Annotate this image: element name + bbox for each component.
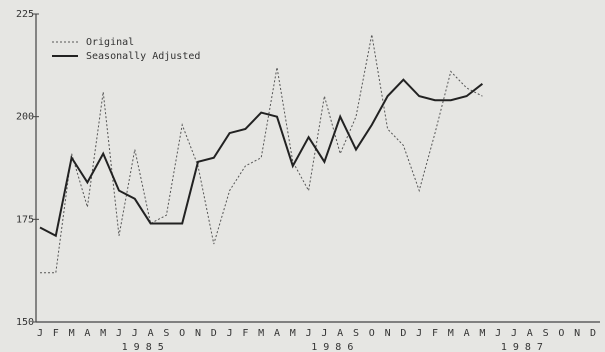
x-tick-label: N (574, 328, 580, 339)
x-tick-label: J (227, 328, 233, 339)
x-tick-label: M (479, 328, 485, 339)
x-tick-label: M (290, 328, 296, 339)
x-tick-label: M (100, 328, 106, 339)
y-tick-label: 200 (16, 112, 34, 123)
legend-label: Original (86, 37, 134, 48)
y-tick-label: 175 (16, 214, 34, 225)
x-tick-label: F (242, 328, 248, 339)
x-tick-label: J (306, 328, 312, 339)
x-tick-label: A (84, 328, 90, 339)
y-tick-label: 150 (16, 317, 34, 328)
x-tick-label: J (116, 328, 122, 339)
series-line (40, 34, 483, 274)
x-tick-label: O (179, 328, 185, 339)
year-label: 1 9 8 6 (311, 342, 353, 352)
x-tick-label: A (337, 328, 343, 339)
x-tick-label: M (448, 328, 454, 339)
x-tick-label: N (385, 328, 391, 339)
x-tick-label: D (590, 328, 596, 339)
x-tick-label: S (163, 328, 169, 339)
year-label: 1 9 8 5 (122, 342, 164, 352)
x-tick-label: A (274, 328, 280, 339)
x-tick-label: J (511, 328, 517, 339)
x-tick-label: J (495, 328, 501, 339)
x-tick-label: A (148, 328, 154, 339)
x-tick-label: J (321, 328, 327, 339)
x-tick-label: M (69, 328, 75, 339)
year-label: 1 9 8 7 (501, 342, 543, 352)
legend-label: Seasonally Adjusted (86, 51, 200, 62)
x-tick-label: J (37, 328, 43, 339)
x-tick-label: O (369, 328, 375, 339)
x-tick-label: M (258, 328, 264, 339)
series-line (39, 78, 484, 238)
x-tick-label: D (400, 328, 406, 339)
x-tick-label: J (416, 328, 422, 339)
x-tick-label: S (543, 328, 549, 339)
x-tick-label: O (558, 328, 564, 339)
x-tick-label: J (132, 328, 138, 339)
x-tick-label: F (432, 328, 438, 339)
x-tick-label: D (211, 328, 217, 339)
x-tick-label: A (527, 328, 533, 339)
x-tick-label: F (53, 328, 59, 339)
x-tick-label: S (353, 328, 359, 339)
x-tick-label: N (195, 328, 201, 339)
y-tick-label: 225 (16, 9, 34, 20)
x-tick-label: A (464, 328, 470, 339)
